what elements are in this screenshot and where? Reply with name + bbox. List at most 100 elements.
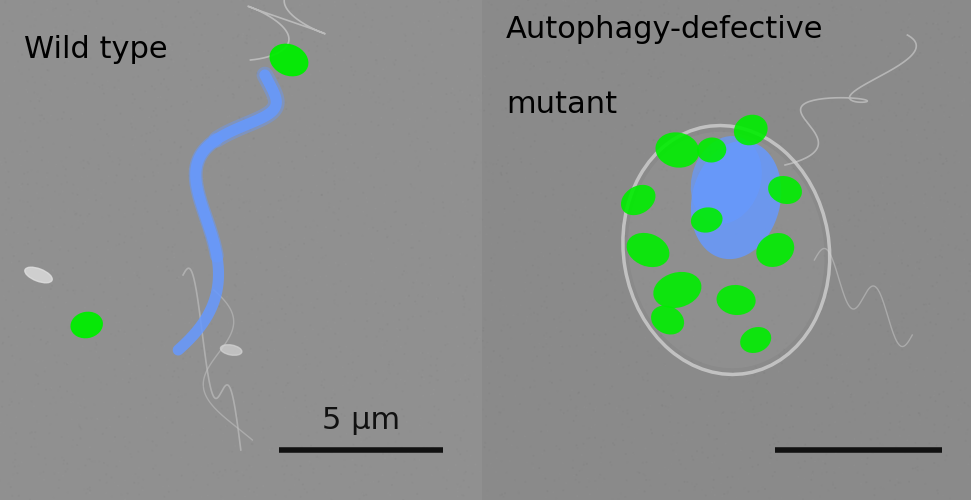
Point [99, 478, 115, 486]
Point [669, 274, 685, 281]
Point [69, 400, 84, 408]
Point [46, 25, 61, 33]
Point [115, 355, 130, 363]
Point [830, 206, 846, 214]
Point [558, 326, 574, 334]
Point [571, 388, 586, 396]
Point [258, 206, 274, 214]
Point [511, 40, 526, 48]
Point [770, 292, 786, 300]
Point [574, 451, 589, 459]
Point [839, 165, 854, 173]
Point [237, 328, 252, 336]
Point [781, 378, 796, 386]
Point [726, 55, 742, 63]
Point [583, 168, 598, 175]
Point [660, 142, 676, 150]
Point [357, 71, 373, 79]
Point [477, 443, 492, 451]
Point [858, 326, 874, 334]
Point [322, 415, 338, 423]
Point [666, 268, 682, 276]
Point [716, 48, 731, 56]
Point [640, 370, 655, 378]
Point [640, 106, 655, 114]
Point [177, 122, 192, 130]
Point [382, 450, 397, 458]
Point [807, 122, 822, 130]
Point [559, 164, 575, 172]
Point [303, 442, 318, 450]
Point [38, 303, 53, 311]
Point [922, 64, 938, 72]
Point [273, 370, 288, 378]
Point [631, 250, 647, 258]
Point [824, 324, 840, 332]
Point [830, 144, 846, 152]
Point [47, 454, 62, 462]
Point [845, 12, 860, 20]
Point [489, 20, 505, 28]
Point [675, 419, 690, 427]
Point [153, 18, 169, 25]
Point [597, 148, 613, 156]
Point [343, 52, 358, 60]
Point [936, 128, 952, 136]
Point [106, 488, 121, 496]
Point [740, 32, 755, 40]
Point [160, 270, 176, 278]
Point [259, 228, 275, 236]
Point [229, 125, 245, 133]
Point [739, 224, 754, 232]
Point [377, 74, 392, 82]
Point [816, 89, 831, 97]
Point [580, 0, 595, 8]
Point [720, 138, 735, 145]
Point [881, 118, 896, 126]
Point [289, 302, 305, 310]
Point [305, 418, 320, 426]
Point [397, 350, 413, 358]
Point [408, 117, 423, 125]
Point [868, 296, 884, 304]
Point [188, 368, 204, 376]
Point [408, 51, 423, 59]
Point [654, 401, 670, 409]
Point [592, 75, 608, 83]
Point [503, 52, 519, 60]
Point [435, 266, 451, 274]
Point [753, 272, 768, 280]
Point [733, 464, 749, 472]
Point [501, 262, 517, 270]
Point [873, 322, 888, 330]
Point [500, 423, 516, 431]
Point [862, 100, 878, 108]
Point [184, 226, 199, 234]
Point [390, 370, 406, 378]
Point [705, 240, 720, 248]
Point [332, 16, 348, 24]
Point [497, 205, 513, 213]
Point [933, 196, 949, 204]
Point [761, 203, 777, 211]
Point [327, 390, 343, 398]
Point [113, 34, 128, 42]
Point [229, 270, 245, 278]
Point [78, 218, 93, 226]
Point [46, 304, 61, 312]
Point [583, 490, 598, 498]
Point [93, 386, 109, 394]
Point [252, 23, 268, 31]
Point [549, 324, 564, 332]
Point [394, 406, 410, 413]
Point [689, 206, 705, 214]
Point [212, 454, 227, 462]
Point [764, 316, 780, 324]
Point [427, 146, 443, 154]
Point [38, 364, 53, 372]
Point [384, 222, 399, 230]
Point [448, 329, 463, 337]
Point [695, 220, 711, 228]
Point [625, 16, 641, 24]
Point [766, 400, 782, 408]
